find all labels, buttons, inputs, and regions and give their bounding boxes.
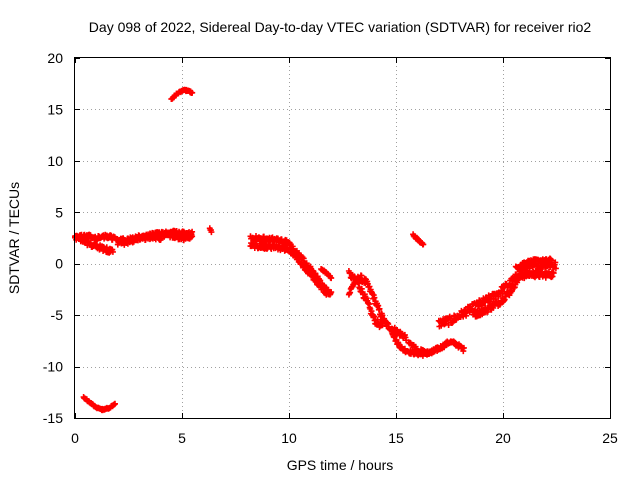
data-point — [323, 291, 330, 297]
data-point — [552, 265, 559, 272]
data-point — [371, 294, 378, 301]
x-tick-label: 25 — [602, 430, 618, 446]
data-layer — [72, 86, 559, 414]
y-axis-label: SDTVAR / TECUs — [6, 182, 22, 294]
x-tick-label: 15 — [388, 430, 404, 446]
data-point — [460, 344, 467, 351]
data-point — [552, 259, 559, 266]
data-point — [109, 248, 116, 255]
plot-frame — [74, 57, 611, 419]
data-point — [189, 233, 196, 240]
y-tick-label: -5 — [51, 307, 64, 323]
data-point — [358, 272, 365, 279]
data-point — [189, 89, 196, 96]
data-point — [475, 303, 482, 310]
data-point — [328, 275, 335, 282]
data-point — [442, 320, 449, 327]
data-point — [328, 289, 335, 296]
y-tick-label: 0 — [55, 256, 63, 272]
data-point — [208, 229, 215, 236]
x-tick-label: 5 — [178, 430, 186, 446]
y-tick-label: 20 — [47, 50, 63, 66]
data-point — [550, 270, 557, 277]
data-point — [508, 288, 515, 295]
data-point — [485, 299, 492, 306]
x-tick-label: 20 — [495, 430, 511, 446]
chart-title: Day 098 of 2022, Sidereal Day-to-day VTE… — [89, 19, 592, 35]
data-point — [435, 346, 442, 353]
x-tick-label: 0 — [71, 430, 79, 446]
data-point — [548, 257, 555, 264]
y-tick-label: -10 — [43, 359, 63, 375]
x-tick-label: 10 — [281, 430, 297, 446]
y-tick-label: 10 — [47, 153, 63, 169]
data-point — [112, 400, 118, 407]
y-tick-label: -15 — [43, 410, 63, 426]
data-point — [103, 244, 110, 251]
data-point — [379, 322, 386, 329]
data-point — [420, 241, 427, 248]
y-tick-label: 15 — [47, 101, 63, 117]
tick-layer: 0 5 10 15 20 25 -15 -10 -5 0 5 10 15 20 — [43, 50, 618, 446]
x-axis-label: GPS time / hours — [287, 457, 394, 473]
data-point — [376, 305, 383, 312]
data-point — [313, 276, 320, 283]
y-tick-label: 5 — [55, 204, 63, 220]
